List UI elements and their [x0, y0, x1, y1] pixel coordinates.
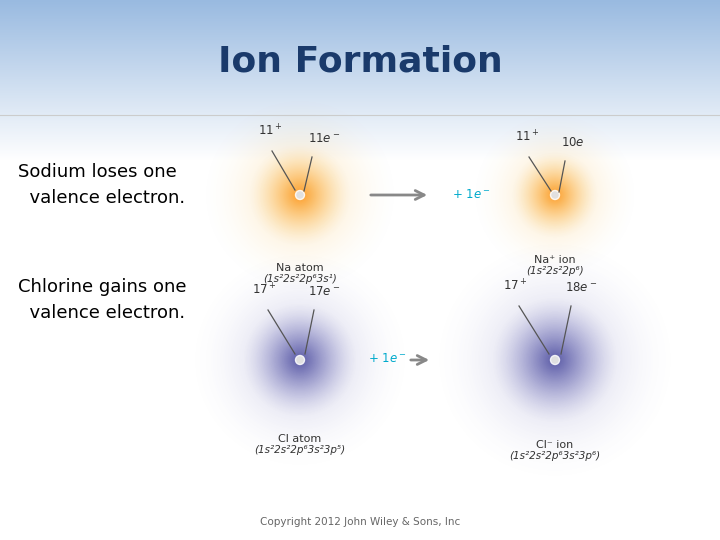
Text: (1s²2s²2p⁶3s¹): (1s²2s²2p⁶3s¹) [263, 274, 337, 284]
Text: (1s²2s²2p⁶3s²3p⁵): (1s²2s²2p⁶3s²3p⁵) [254, 445, 346, 455]
Circle shape [552, 357, 558, 363]
Text: Ion Formation: Ion Formation [217, 45, 503, 79]
Text: $18e^-$: $18e^-$ [565, 281, 598, 294]
Text: (1s²2s²2p⁶): (1s²2s²2p⁶) [526, 266, 584, 276]
Circle shape [297, 357, 303, 363]
Circle shape [297, 192, 303, 198]
Circle shape [295, 191, 305, 199]
Text: $11^+$: $11^+$ [515, 130, 540, 145]
Text: Na⁺ ion: Na⁺ ion [534, 255, 576, 265]
Text: $11e^-$: $11e^-$ [308, 132, 341, 145]
Text: Na atom: Na atom [276, 263, 324, 273]
Circle shape [551, 355, 559, 364]
Text: $+\ 1e^-$: $+\ 1e^-$ [368, 352, 407, 365]
Text: Copyright 2012 John Wiley & Sons, Inc: Copyright 2012 John Wiley & Sons, Inc [260, 517, 460, 527]
Text: Cl⁻ ion: Cl⁻ ion [536, 440, 574, 450]
Text: $10e$: $10e$ [561, 136, 585, 149]
Circle shape [552, 192, 558, 198]
Text: $17^+$: $17^+$ [503, 279, 528, 294]
Text: Chlorine gains one
  valence electron.: Chlorine gains one valence electron. [18, 278, 186, 322]
Circle shape [295, 355, 305, 364]
Text: Cl atom: Cl atom [279, 434, 322, 444]
Text: $11^+$: $11^+$ [258, 124, 283, 139]
Text: $17e^-$: $17e^-$ [308, 285, 341, 298]
Text: $17^+$: $17^+$ [252, 283, 276, 298]
Text: $+\ 1e^-$: $+\ 1e^-$ [452, 188, 490, 201]
Text: Sodium loses one
  valence electron.: Sodium loses one valence electron. [18, 163, 185, 207]
Circle shape [551, 191, 559, 199]
Text: (1s²2s²2p⁶3s²3p⁶): (1s²2s²2p⁶3s²3p⁶) [510, 451, 600, 461]
